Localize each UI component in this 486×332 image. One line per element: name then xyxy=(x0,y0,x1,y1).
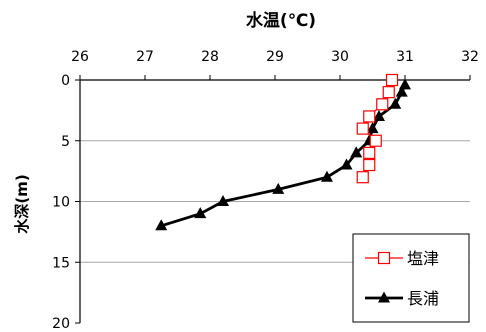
chart-title: 水温(℃) xyxy=(246,10,316,31)
series-shiozu xyxy=(356,73,399,184)
data-point xyxy=(363,146,376,159)
x-tick-label: 32 xyxy=(461,49,479,65)
series-layer xyxy=(155,73,411,231)
data-point xyxy=(321,170,333,182)
data-point xyxy=(389,97,402,109)
legend-marker xyxy=(377,251,391,265)
data-point xyxy=(350,146,363,158)
data-point xyxy=(385,73,399,87)
data-point xyxy=(356,171,369,184)
x-tick-label: 27 xyxy=(136,49,154,65)
y-tick-label: 15 xyxy=(52,255,70,271)
data-point xyxy=(395,85,408,97)
data-point xyxy=(340,158,353,170)
legend-label: 長浦 xyxy=(407,289,439,308)
data-point xyxy=(369,134,382,147)
x-tick-label: 31 xyxy=(396,49,414,65)
data-point xyxy=(155,219,168,231)
y-tick-label: 10 xyxy=(52,195,70,211)
data-point xyxy=(356,122,369,135)
data-point xyxy=(376,98,389,111)
y-tick-label: 0 xyxy=(61,73,70,89)
legend-label: 塩津 xyxy=(407,249,439,268)
data-point xyxy=(363,158,376,172)
y-axis-label: 水深(m) xyxy=(13,174,31,233)
data-point xyxy=(366,122,379,134)
data-point xyxy=(373,109,385,121)
x-tick-label: 26 xyxy=(71,49,89,65)
data-point xyxy=(217,195,229,206)
x-tick-labels: 26 27 28 29 30 31 32 xyxy=(71,49,479,65)
x-tick-label: 29 xyxy=(266,49,284,65)
y-tick-label: 20 xyxy=(52,316,70,332)
legend-marker xyxy=(378,291,390,303)
data-point xyxy=(382,86,395,99)
y-tick-labels: 0 5 10 15 20 xyxy=(52,73,70,332)
series-nagaura xyxy=(155,78,411,231)
data-point xyxy=(194,207,207,219)
data-point xyxy=(272,182,285,194)
y-tick-label: 5 xyxy=(61,134,70,150)
legend-box xyxy=(352,233,470,323)
data-point xyxy=(363,110,376,123)
x-tick-label: 28 xyxy=(201,49,219,65)
x-tick-label: 30 xyxy=(331,49,349,65)
